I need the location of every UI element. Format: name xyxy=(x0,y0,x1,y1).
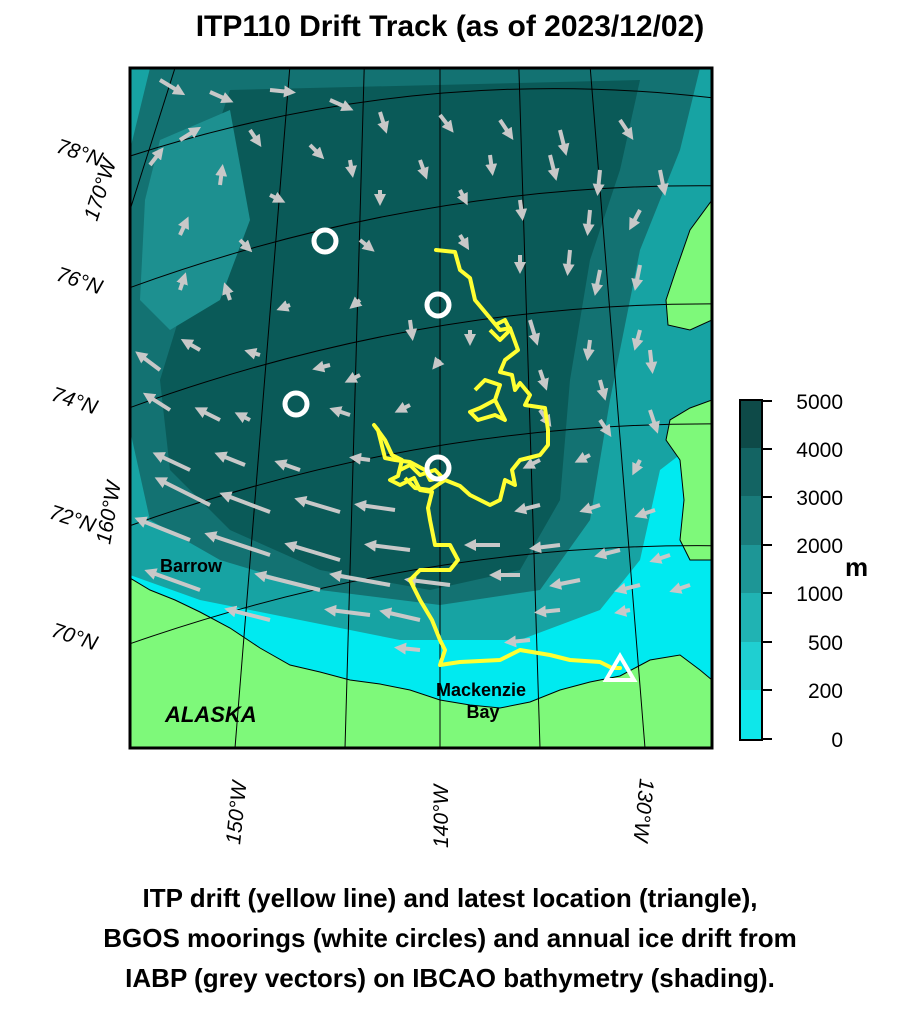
itp-drift-track-loop3 xyxy=(399,463,447,492)
caption-line-3: IABP (grey vectors) on IBCAO bathymetry … xyxy=(125,963,775,993)
circle-icon xyxy=(282,390,310,418)
page-title: ITP110 Drift Track (as of 2023/12/02) xyxy=(195,10,705,43)
lat-label-72: 72°N xyxy=(46,501,99,538)
circle-icon xyxy=(311,227,339,255)
figure-caption: ITP drift (yellow line) and latest locat… xyxy=(0,878,900,998)
lon-label-140: 140°W xyxy=(430,783,453,848)
lon-label-160: 160°W xyxy=(92,477,126,545)
circle-icon xyxy=(424,454,452,482)
land-banks-island xyxy=(665,399,712,561)
lat-label-76: 76°N xyxy=(53,263,106,300)
map-frame xyxy=(128,66,714,750)
colorbar-tick: 200 xyxy=(808,680,843,703)
colorbar-tick: 0 xyxy=(831,729,843,752)
triangle-icon xyxy=(602,652,638,682)
caption-line-1: ITP drift (yellow line) and latest locat… xyxy=(142,883,758,913)
colorbar-tick: 5000 xyxy=(796,391,843,414)
lat-label-70: 70°N xyxy=(48,619,101,656)
circle-icon xyxy=(424,291,452,319)
lon-label-150: 150°W xyxy=(222,778,252,845)
bgos-moorings xyxy=(282,227,452,482)
land-prince-patrick xyxy=(665,199,712,331)
colorbar-tick: 2000 xyxy=(796,535,843,558)
colorbar-tick: 3000 xyxy=(796,487,843,510)
itp-drift-track-loop2 xyxy=(468,378,507,422)
colorbar-unit: m xyxy=(845,552,869,582)
lon-label-130: 130°W xyxy=(628,777,658,844)
colorbar-tick: 1000 xyxy=(796,583,843,606)
place-label-bay: Bay xyxy=(466,702,499,722)
caption-line-2: BGOS moorings (white circles) and annual… xyxy=(103,923,797,953)
itp-drift-track xyxy=(372,248,622,670)
colorbar: 5000 4000 3000 2000 1000 500 200 0 xyxy=(739,391,843,752)
place-label-alaska: ALASKA xyxy=(164,702,257,727)
place-label-barrow: Barrow xyxy=(160,556,223,576)
place-label-mackenzie: Mackenzie xyxy=(436,680,526,700)
ice-drift-vectors xyxy=(134,78,691,655)
colorbar-tick: 500 xyxy=(808,632,843,655)
land-alaska xyxy=(130,577,712,748)
lat-label-74: 74°N xyxy=(48,383,101,420)
itp-drift-track-loop1 xyxy=(488,318,512,342)
colorbar-tick: 4000 xyxy=(796,439,843,462)
